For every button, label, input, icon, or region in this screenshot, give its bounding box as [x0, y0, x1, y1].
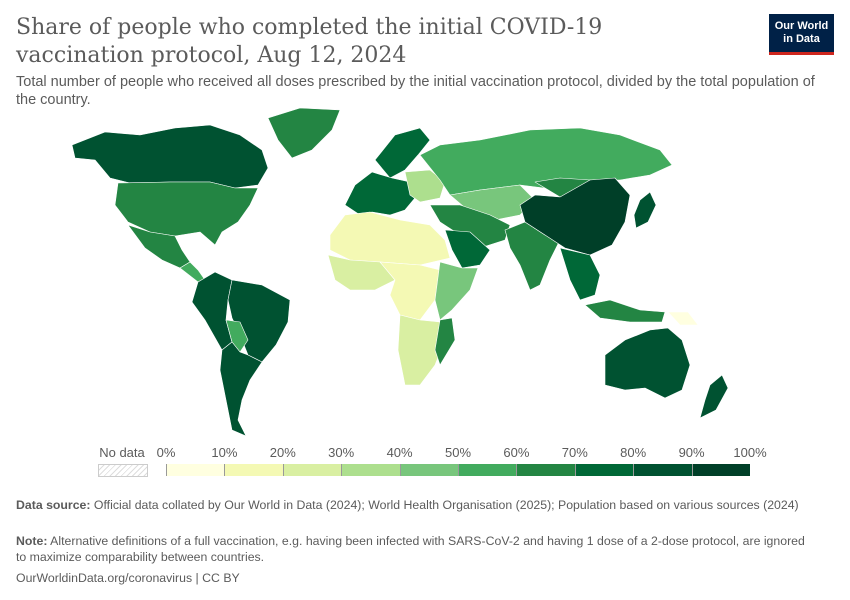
region-southeast-asia[interactable] — [559, 247, 601, 301]
region-indonesia[interactable] — [584, 299, 666, 323]
data-source: Data source: Official data collated by O… — [16, 497, 816, 513]
world-map — [71, 107, 729, 437]
legend-bin[interactable] — [224, 464, 283, 476]
region-mozambique[interactable] — [434, 317, 456, 366]
legend-bin[interactable] — [691, 464, 750, 476]
legend-bin[interactable] — [341, 464, 400, 476]
region-bolivia[interactable] — [225, 319, 249, 353]
region-argentina[interactable] — [219, 341, 263, 437]
license-link[interactable]: CC BY — [202, 571, 240, 585]
region-scandinavia[interactable] — [374, 127, 431, 179]
region-east-africa[interactable] — [434, 261, 479, 321]
region-middle-east[interactable] — [429, 204, 511, 249]
logo-line-2: in Data — [783, 33, 820, 45]
region-usa[interactable] — [114, 181, 259, 246]
region-canada[interactable] — [71, 124, 269, 189]
legend-no-data-label: No data — [99, 445, 145, 460]
region-southern-africa[interactable] — [397, 314, 446, 386]
legend-tick-label: 30% — [328, 445, 355, 460]
note-label: Note: — [16, 534, 48, 548]
legend-bin[interactable] — [458, 464, 517, 476]
legend-bin[interactable] — [633, 464, 692, 476]
region-china[interactable] — [519, 177, 631, 256]
source-link[interactable]: OurWorldinData.org/coronavirus — [16, 571, 193, 585]
legend-tick-label: 20% — [269, 445, 296, 460]
region-papua-new-guinea[interactable] — [667, 311, 699, 326]
region-central-africa[interactable] — [379, 261, 441, 321]
legend-tick-label: 90% — [678, 445, 705, 460]
owid-logo[interactable]: Our World in Data — [769, 14, 834, 55]
legend-tick-label: 40% — [386, 445, 413, 460]
legend-tick-label: 70% — [561, 445, 588, 460]
region-north-africa[interactable] — [329, 211, 451, 266]
region-west-africa[interactable] — [327, 254, 396, 291]
note-text: Alternative definitions of a full vaccin… — [16, 534, 805, 564]
region-japan[interactable] — [633, 191, 657, 229]
legend-tick-label: 10% — [211, 445, 238, 460]
legend-bin[interactable] — [282, 464, 342, 476]
legend-bin[interactable] — [399, 464, 458, 476]
legend-tick-label: 0% — [156, 445, 176, 460]
color-legend: No data 0% 10% 20% 30% 40% 50% 60% 70% 80% 90% 100… — [0, 445, 850, 477]
source-label: Data source: — [16, 498, 91, 512]
legend-bin[interactable] — [516, 464, 575, 476]
region-western-europe[interactable] — [344, 171, 416, 216]
legend-tick-label: 100% — [733, 445, 767, 460]
footer-links: OurWorldinData.org/coronavirus | CC BY — [16, 571, 240, 585]
chart-subtitle: Total number of people who received all … — [16, 74, 815, 108]
region-saudi-arabia[interactable] — [444, 229, 491, 269]
chart-title: Share of people who completed the initia… — [16, 15, 603, 68]
legend-bin[interactable] — [574, 464, 634, 476]
logo-line-1: Our World — [774, 20, 829, 32]
region-andes[interactable] — [191, 271, 233, 351]
region-australia[interactable] — [604, 327, 691, 399]
source-text: Official data collated by Our World in D… — [93, 498, 799, 512]
region-central-america[interactable] — [179, 261, 206, 283]
region-greenland[interactable] — [267, 107, 341, 159]
note: Note: Alternative definitions of a full … — [16, 533, 816, 565]
legend-tick-label: 50% — [444, 445, 472, 460]
region-eastern-europe[interactable] — [404, 169, 446, 203]
legend-tick-label: 80% — [620, 445, 647, 460]
legend-tick-label: 60% — [503, 445, 530, 460]
legend-bin[interactable] — [166, 464, 225, 476]
legend-no-data-swatch[interactable] — [98, 464, 148, 477]
region-new-zealand[interactable] — [699, 374, 729, 419]
